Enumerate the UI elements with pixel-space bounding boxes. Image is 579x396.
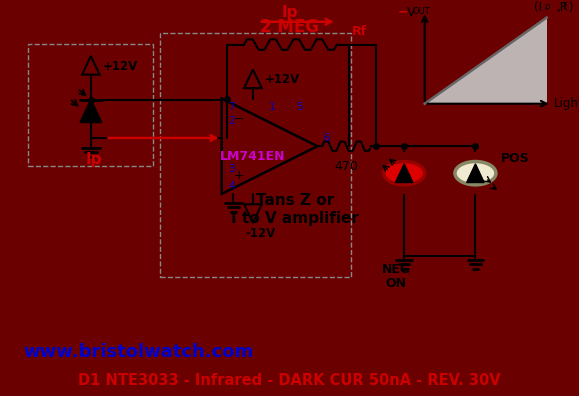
Text: ON: ON bbox=[386, 277, 407, 290]
Text: F: F bbox=[562, 2, 567, 11]
Text: -12V: -12V bbox=[245, 227, 276, 240]
Polygon shape bbox=[395, 164, 413, 183]
Text: +: + bbox=[234, 169, 244, 182]
Text: −: − bbox=[234, 113, 244, 126]
Text: ,R: ,R bbox=[556, 1, 569, 14]
Text: +12V: +12V bbox=[265, 73, 300, 86]
Text: V: V bbox=[407, 6, 416, 19]
Text: −: − bbox=[397, 6, 408, 19]
Text: 7: 7 bbox=[228, 102, 234, 112]
Text: 6: 6 bbox=[323, 133, 330, 143]
Text: www.bristolwatch.com: www.bristolwatch.com bbox=[23, 343, 254, 362]
Text: Rf: Rf bbox=[351, 25, 367, 38]
Text: Ip: Ip bbox=[282, 5, 298, 20]
Polygon shape bbox=[467, 164, 484, 183]
Circle shape bbox=[455, 162, 496, 185]
Text: 470: 470 bbox=[335, 160, 358, 173]
Text: D1 NTE3033 - Infrared - DARK CUR 50nA - REV. 30V: D1 NTE3033 - Infrared - DARK CUR 50nA - … bbox=[78, 373, 501, 388]
Text: 3: 3 bbox=[228, 164, 234, 174]
Text: 5: 5 bbox=[296, 102, 303, 112]
Text: Tans Z or: Tans Z or bbox=[256, 192, 334, 208]
Circle shape bbox=[384, 162, 424, 185]
Text: 2 MEG: 2 MEG bbox=[261, 18, 320, 36]
Polygon shape bbox=[424, 17, 547, 104]
Text: Light: Light bbox=[554, 97, 579, 110]
Polygon shape bbox=[80, 99, 102, 122]
Text: Ip: Ip bbox=[86, 152, 102, 168]
Text: I to V amplifier: I to V amplifier bbox=[231, 211, 359, 227]
Text: 1: 1 bbox=[269, 102, 276, 112]
Text: 4: 4 bbox=[228, 181, 234, 190]
Text: ): ) bbox=[568, 1, 573, 14]
Text: NEG: NEG bbox=[382, 263, 411, 276]
Text: (I: (I bbox=[534, 1, 542, 14]
Text: LM741EN: LM741EN bbox=[220, 150, 285, 163]
Text: OUT: OUT bbox=[413, 6, 431, 15]
Text: POS: POS bbox=[501, 152, 530, 165]
Text: 2: 2 bbox=[228, 116, 234, 126]
Text: p: p bbox=[545, 2, 550, 11]
Text: +12V: +12V bbox=[102, 60, 138, 73]
